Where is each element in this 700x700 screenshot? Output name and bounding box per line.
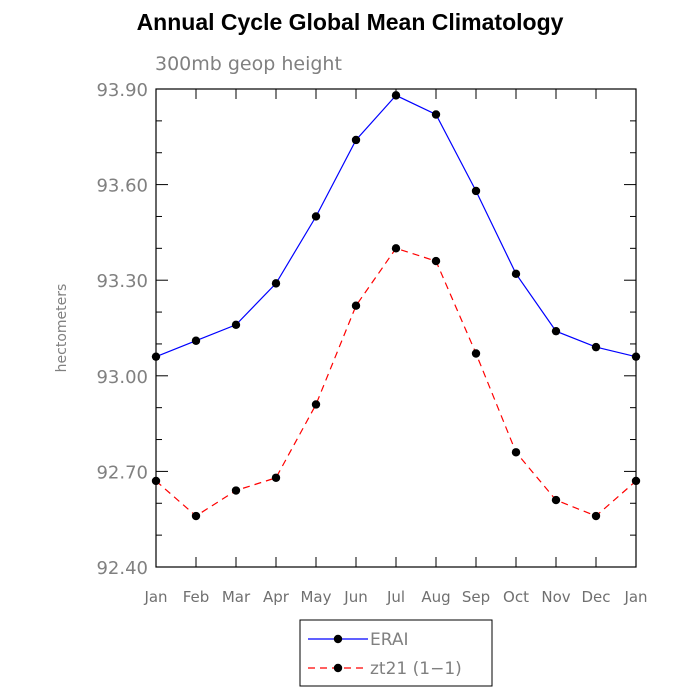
data-point: [631, 352, 641, 361]
x-tick-label: Jan: [623, 588, 647, 606]
data-point: [471, 349, 481, 358]
x-tick-label: Aug: [421, 588, 450, 606]
series-layer: [151, 91, 641, 521]
chart-subtitle: 300mb geop height: [155, 53, 342, 75]
data-point: [271, 279, 281, 288]
data-point: [591, 511, 601, 521]
y-tick-label: 92.70: [96, 462, 148, 483]
y-tick-label: 93.90: [96, 80, 148, 101]
series-line: [155, 247, 637, 517]
x-tick-label: Dec: [581, 588, 610, 606]
data-point: [431, 110, 441, 119]
data-point: [511, 448, 521, 457]
x-tick-label: Jun: [343, 588, 367, 606]
x-tick-label: Mar: [222, 588, 251, 606]
x-tick-label: Apr: [263, 588, 290, 606]
data-point: [511, 269, 521, 279]
legend-box: [299, 619, 493, 687]
data-point: [351, 301, 361, 310]
x-tick-label: Nov: [541, 588, 570, 606]
legend-marker: [333, 663, 343, 673]
legend-marker: [333, 634, 343, 644]
y-tick-label: 92.40: [96, 558, 148, 579]
series-line: [155, 94, 637, 358]
legend-label: ERAI: [370, 630, 409, 650]
y-tick-label: 93.30: [96, 271, 148, 292]
data-point: [271, 473, 281, 482]
data-point: [151, 352, 161, 361]
data-point: [151, 476, 161, 486]
plot-axes: 92.40 92.70 93.00 93.30 93.60 93.90 Jan Feb Mar A…: [96, 80, 647, 606]
data-point: [471, 186, 481, 196]
y-tick-label: 93.60: [96, 176, 148, 197]
chart-title: Annual Cycle Global Mean Climatology: [136, 9, 564, 35]
x-tick-label: May: [300, 588, 331, 606]
x-tick-label: Oct: [503, 588, 529, 606]
data-point: [311, 212, 321, 221]
x-tick-label: Sep: [462, 588, 490, 606]
legend-label: zt21 (1−1): [370, 659, 462, 679]
x-tick-label: Jul: [386, 588, 405, 606]
data-point: [431, 256, 441, 266]
legend: ERAI zt21 (1−1): [299, 619, 493, 687]
y-axis-label: hectometers: [54, 284, 70, 373]
data-point: [191, 336, 201, 345]
data-point: [551, 495, 561, 505]
y-tick-label: 93.00: [96, 367, 148, 388]
data-point: [391, 91, 401, 100]
x-tick-label: Jan: [143, 588, 167, 606]
data-point: [231, 320, 241, 330]
data-point: [311, 400, 321, 409]
x-tick-label: Feb: [183, 588, 210, 606]
data-point: [391, 244, 401, 253]
data-point: [591, 342, 601, 352]
series-0: [151, 91, 641, 361]
series-1: [151, 244, 641, 521]
data-point: [631, 476, 641, 486]
data-point: [351, 135, 361, 145]
data-point: [231, 486, 241, 495]
data-point: [191, 511, 201, 521]
data-point: [551, 326, 561, 336]
